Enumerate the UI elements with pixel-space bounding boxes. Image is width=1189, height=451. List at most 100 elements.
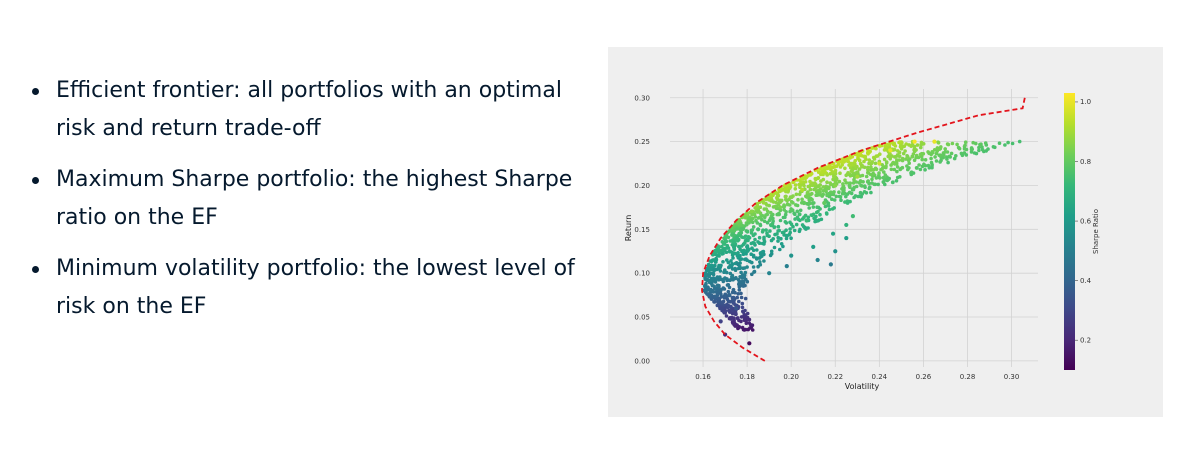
portfolio-cloud-point <box>728 278 732 283</box>
portfolio-cloud-point <box>884 164 888 168</box>
portfolio-cloud-point <box>712 300 716 304</box>
portfolio-cloud-point <box>769 238 774 243</box>
portfolio-cloud-point <box>767 234 771 238</box>
portfolio-cloud-point <box>746 327 750 332</box>
portfolio-cloud-point <box>1003 143 1007 147</box>
portfolio-cloud-point <box>815 193 820 197</box>
portfolio-cloud-point <box>923 158 928 162</box>
portfolio-cloud-point <box>808 187 813 192</box>
portfolio-cloud-point <box>780 230 785 235</box>
portfolio-cloud-point <box>762 259 766 263</box>
portfolio-point <box>833 183 838 188</box>
portfolio-cloud-point <box>986 147 990 151</box>
x-tick-label: 0.20 <box>783 373 799 381</box>
portfolio-cloud-point <box>856 194 860 199</box>
portfolio-cloud-point <box>878 144 882 148</box>
portfolio-cloud-point <box>898 140 902 144</box>
portfolio-cloud-point <box>730 290 735 295</box>
portfolio-cloud-point <box>748 259 752 264</box>
portfolio-cloud-point <box>860 173 865 178</box>
portfolio-cloud-point <box>791 224 795 229</box>
portfolio-cloud-point <box>912 158 917 163</box>
portfolio-cloud-point <box>784 186 789 191</box>
portfolio-cloud-point <box>753 215 758 219</box>
portfolio-cloud-point <box>752 241 756 245</box>
portfolio-cloud-point <box>815 185 820 189</box>
portfolio-cloud-point <box>950 141 955 146</box>
portfolio-cloud-point <box>757 235 762 240</box>
portfolio-cloud-point <box>706 268 710 273</box>
portfolio-cloud-point <box>842 160 846 164</box>
portfolio-cloud-point <box>724 250 729 254</box>
portfolio-cloud-point <box>945 157 949 161</box>
portfolio-cloud-point <box>784 236 789 241</box>
portfolio-cloud-point <box>912 147 917 151</box>
portfolio-cloud-point <box>895 169 899 174</box>
portfolio-cloud-point <box>724 233 729 238</box>
portfolio-cloud-point <box>813 176 818 181</box>
portfolio-cloud-point <box>730 262 735 267</box>
portfolio-cloud-point <box>761 200 766 205</box>
portfolio-cloud-point <box>711 272 716 277</box>
portfolio-cloud-point <box>991 145 996 149</box>
portfolio-cloud-point <box>723 268 727 272</box>
portfolio-cloud-point <box>776 235 780 240</box>
portfolio-cloud-point <box>757 241 762 245</box>
portfolio-cloud-point <box>743 296 748 301</box>
portfolio-cloud-point <box>740 273 745 278</box>
portfolio-cloud-point <box>834 164 839 168</box>
portfolio-point <box>855 174 860 179</box>
portfolio-cloud-point <box>705 278 709 283</box>
portfolio-cloud-point <box>912 144 917 149</box>
portfolio-cloud-point <box>884 160 889 164</box>
portfolio-cloud-point <box>952 156 957 161</box>
portfolio-cloud-point <box>787 203 792 207</box>
portfolio-cloud-point <box>866 170 870 175</box>
portfolio-cloud-point <box>758 251 763 255</box>
portfolio-cloud-point <box>866 165 870 170</box>
portfolio-cloud-point <box>739 230 743 235</box>
portfolio-cloud-point <box>744 229 749 233</box>
portfolio-cloud-point <box>833 168 838 173</box>
portfolio-cloud-point <box>807 206 811 210</box>
portfolio-cloud-point <box>794 203 798 207</box>
portfolio-cloud-point <box>867 158 872 162</box>
portfolio-cloud-point <box>744 221 749 225</box>
grid-lines <box>670 89 1038 367</box>
portfolio-cloud-point <box>818 183 822 187</box>
portfolio-cloud-point <box>808 192 813 197</box>
portfolio-cloud-point <box>735 236 739 240</box>
portfolio-cloud-point <box>828 171 833 176</box>
portfolio-cloud-point <box>739 291 743 296</box>
portfolio-cloud-point <box>861 180 865 184</box>
portfolio-cloud-point <box>915 166 919 170</box>
portfolio-cloud-point <box>889 163 893 167</box>
portfolio-cloud-point <box>885 148 889 152</box>
portfolio-cloud-point <box>873 182 878 187</box>
portfolio-cloud-point <box>827 194 832 199</box>
portfolio-cloud-point <box>848 199 852 204</box>
portfolio-cloud-point <box>796 197 800 202</box>
portfolio-cloud-point <box>793 183 798 187</box>
portfolio-cloud-point <box>716 300 720 304</box>
portfolio-cloud-point <box>867 181 871 186</box>
portfolio-cloud-point <box>828 181 832 185</box>
portfolio-cloud-point <box>806 190 810 194</box>
portfolio-cloud-point <box>825 192 829 197</box>
portfolio-cloud-point <box>751 255 756 259</box>
portfolio-cloud-point <box>767 203 771 208</box>
portfolio-cloud-point <box>730 308 735 313</box>
portfolio-cloud-point <box>830 197 834 201</box>
portfolio-cloud-point <box>807 201 812 205</box>
chart-panel: 0.16 0.18 0.20 0.22 0.24 0.26 0.28 0.30 0.00 0.05… <box>608 47 1163 417</box>
portfolio-cloud-point <box>870 146 875 150</box>
portfolio-cloud-point <box>743 316 747 321</box>
bullet-efficient-frontier: Efficient frontier: all portfolios with … <box>30 72 590 148</box>
portfolio-cloud-point <box>776 239 780 243</box>
portfolio-cloud-point <box>721 299 726 304</box>
portfolio-cloud-point <box>859 183 863 188</box>
portfolio-cloud-point <box>933 155 937 159</box>
portfolio-cloud-point <box>831 165 835 170</box>
portfolio-cloud-point <box>735 295 739 300</box>
portfolio-cloud-point <box>867 150 872 154</box>
